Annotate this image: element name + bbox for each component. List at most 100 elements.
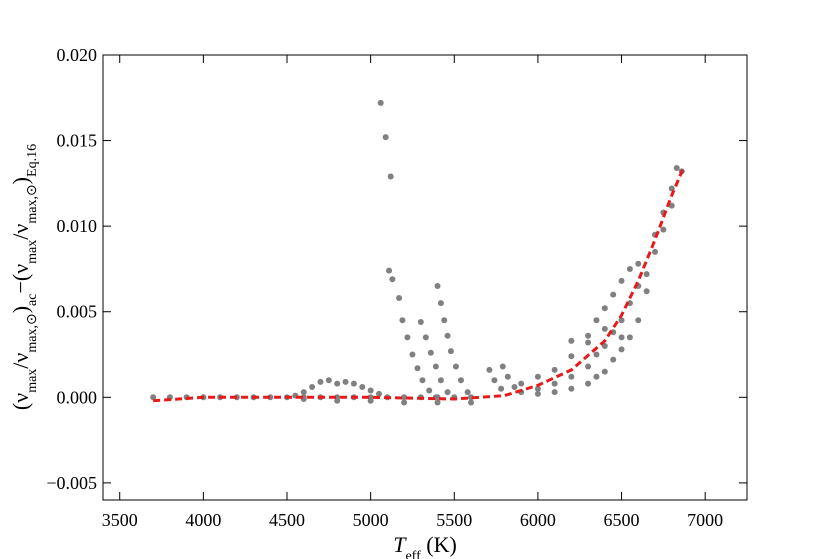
data-point bbox=[673, 164, 680, 171]
data-point bbox=[417, 319, 424, 325]
data-point bbox=[404, 334, 411, 341]
data-point bbox=[626, 265, 633, 272]
data-point bbox=[568, 353, 575, 360]
data-point bbox=[585, 363, 592, 370]
data-point bbox=[419, 377, 426, 384]
data-point bbox=[534, 390, 541, 397]
x-tick-label: 4000 bbox=[185, 510, 221, 530]
data-point bbox=[426, 387, 433, 394]
data-point bbox=[334, 380, 341, 387]
data-point bbox=[568, 385, 575, 392]
data-point bbox=[618, 334, 625, 341]
data-point bbox=[610, 356, 617, 363]
x-label-text: T bbox=[393, 532, 407, 557]
data-point bbox=[618, 277, 625, 284]
data-point bbox=[593, 373, 600, 380]
data-point bbox=[350, 380, 357, 387]
x-tick-label: 5000 bbox=[353, 510, 389, 530]
data-point bbox=[668, 202, 675, 209]
x-tick-label: 3500 bbox=[102, 510, 138, 530]
y-label-subscript: max bbox=[25, 240, 40, 264]
data-point bbox=[432, 363, 439, 370]
y-label-text: (ν bbox=[8, 393, 33, 410]
data-point bbox=[635, 260, 642, 267]
data-point bbox=[660, 226, 667, 233]
data-point bbox=[511, 384, 518, 391]
data-point bbox=[585, 332, 592, 339]
data-point bbox=[422, 334, 429, 341]
data-point bbox=[367, 387, 374, 394]
y-label-subscript: max,⊙ bbox=[25, 184, 40, 223]
fit-line bbox=[153, 167, 685, 403]
data-point bbox=[367, 397, 374, 404]
data-point bbox=[551, 389, 558, 396]
y-axis-label: (νmax/νmax,⊙)ac−(νmax/νmax,⊙)Eq.16 bbox=[8, 144, 40, 410]
data-point bbox=[317, 378, 324, 385]
data-point bbox=[601, 342, 608, 349]
y-label-subscript: Eq.16 bbox=[25, 144, 40, 177]
data-point bbox=[601, 305, 608, 312]
y-tick-label: −0.005 bbox=[46, 473, 97, 493]
y-label-text: /ν bbox=[8, 353, 33, 369]
y-tick-label: 0.015 bbox=[57, 131, 98, 151]
data-point bbox=[652, 248, 658, 255]
y-tick-label: 0.005 bbox=[57, 302, 98, 322]
data-point bbox=[325, 377, 332, 384]
data-point bbox=[437, 300, 444, 307]
y-label-subscript: ac bbox=[25, 294, 40, 306]
x-tick-label: 4500 bbox=[269, 510, 305, 530]
data-point bbox=[626, 334, 633, 341]
data-point bbox=[626, 300, 633, 307]
data-point bbox=[342, 378, 349, 385]
data-point bbox=[568, 337, 575, 344]
y-label-subscript: max bbox=[25, 369, 40, 393]
data-point bbox=[434, 399, 441, 406]
y-tick-label: 0.010 bbox=[57, 216, 98, 236]
x-axis-label: Teff (K) bbox=[393, 532, 457, 559]
data-point bbox=[444, 332, 451, 339]
data-point bbox=[585, 380, 592, 387]
data-point bbox=[334, 397, 341, 404]
y-label-text: ) bbox=[8, 306, 33, 313]
data-point bbox=[568, 373, 575, 380]
data-point bbox=[447, 348, 454, 355]
data-point bbox=[498, 385, 505, 392]
data-point bbox=[643, 271, 650, 278]
data-point bbox=[534, 373, 541, 380]
x-label-subscript: eff bbox=[405, 549, 421, 559]
data-point bbox=[618, 346, 625, 353]
data-point bbox=[399, 317, 406, 324]
data-point bbox=[309, 384, 316, 391]
data-point bbox=[551, 380, 558, 387]
x-tick-label: 7000 bbox=[687, 510, 723, 530]
data-point bbox=[427, 349, 434, 356]
y-tick-label: 0.020 bbox=[57, 45, 98, 65]
data-point bbox=[457, 377, 464, 384]
data-point bbox=[593, 317, 600, 324]
data-point bbox=[389, 276, 396, 283]
data-point bbox=[409, 351, 416, 358]
data-point bbox=[414, 365, 421, 372]
data-point bbox=[468, 399, 474, 406]
data-point bbox=[401, 394, 408, 401]
data-point bbox=[499, 363, 506, 370]
data-point bbox=[387, 173, 394, 180]
data-point bbox=[601, 368, 608, 375]
data-point bbox=[150, 394, 157, 401]
data-point bbox=[618, 317, 625, 324]
data-point bbox=[382, 134, 389, 141]
x-tick-label: 6000 bbox=[520, 510, 556, 530]
data-point bbox=[441, 317, 448, 324]
plot-frame bbox=[102, 54, 748, 501]
y-label-text: −(ν bbox=[8, 264, 33, 294]
y-label-text: /ν bbox=[8, 224, 33, 240]
y-tick-label: 0.000 bbox=[57, 387, 98, 407]
data-point bbox=[504, 373, 511, 380]
data-point bbox=[437, 377, 444, 384]
data-point bbox=[401, 399, 408, 406]
data-point bbox=[359, 384, 366, 391]
data-point bbox=[518, 380, 525, 387]
data-point bbox=[643, 288, 650, 295]
x-tick-label: 5500 bbox=[436, 510, 472, 530]
